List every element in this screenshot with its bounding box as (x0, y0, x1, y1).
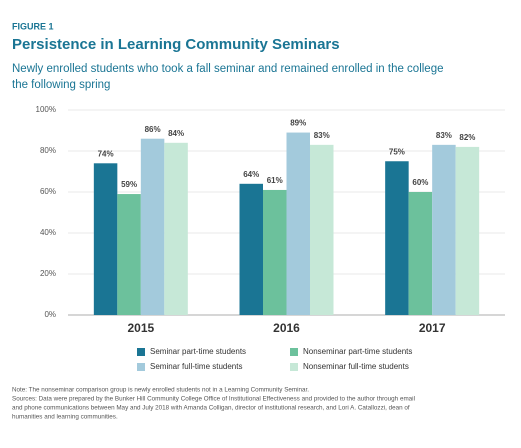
legend-label: Seminar part-time students (150, 347, 246, 356)
x-tick-label: 2016 (273, 321, 300, 335)
bar (310, 144, 334, 315)
value-label: 83% (314, 131, 330, 140)
figure-label: FIGURE 1 (12, 21, 54, 31)
legend-label: Nonseminar full-time students (303, 362, 409, 371)
note: humanities and learning communities. (12, 414, 118, 421)
value-label: 83% (436, 131, 452, 140)
y-tick-label: 100% (36, 105, 56, 114)
x-tick-label: 2017 (419, 321, 446, 335)
value-label: 61% (267, 176, 283, 185)
note: and phone communications between May and… (12, 405, 410, 412)
y-tick-label: 60% (40, 187, 56, 196)
legend-swatch (137, 363, 145, 371)
bar (286, 132, 310, 315)
bar (239, 183, 263, 315)
legend-swatch (137, 348, 145, 356)
value-label: 86% (145, 125, 161, 134)
y-tick-label: 0% (44, 310, 56, 319)
subtitle: the following spring (12, 79, 110, 91)
bar (408, 192, 433, 315)
value-label: 59% (121, 180, 137, 189)
value-label: 60% (412, 178, 428, 187)
value-label: 75% (389, 147, 405, 156)
legend-swatch (290, 348, 298, 356)
subtitle: Newly enrolled students who took a fall … (12, 63, 444, 75)
bar (140, 138, 165, 315)
y-tick-label: 80% (40, 146, 56, 155)
y-tick-label: 20% (40, 269, 56, 278)
note: Note: The nonseminar comparison group is… (12, 387, 309, 394)
note: Sources: Data were prepared by the Bunke… (12, 396, 415, 403)
value-label: 84% (168, 129, 184, 138)
bar (432, 144, 456, 315)
legend-swatch (290, 363, 298, 371)
bar (117, 194, 141, 315)
x-tick-label: 2015 (127, 321, 154, 335)
value-label: 74% (98, 149, 114, 158)
legend-label: Nonseminar part-time students (303, 347, 412, 356)
bar (455, 146, 480, 315)
chart-title: Persistence in Learning Community Semina… (12, 36, 340, 53)
bar (263, 189, 287, 315)
value-label: 82% (459, 133, 475, 142)
value-label: 89% (290, 119, 306, 128)
y-tick-label: 40% (40, 228, 56, 237)
legend-label: Seminar full-time students (150, 362, 242, 371)
value-label: 64% (243, 170, 259, 179)
bar (164, 142, 188, 315)
bar (385, 161, 409, 315)
bar (93, 163, 118, 315)
